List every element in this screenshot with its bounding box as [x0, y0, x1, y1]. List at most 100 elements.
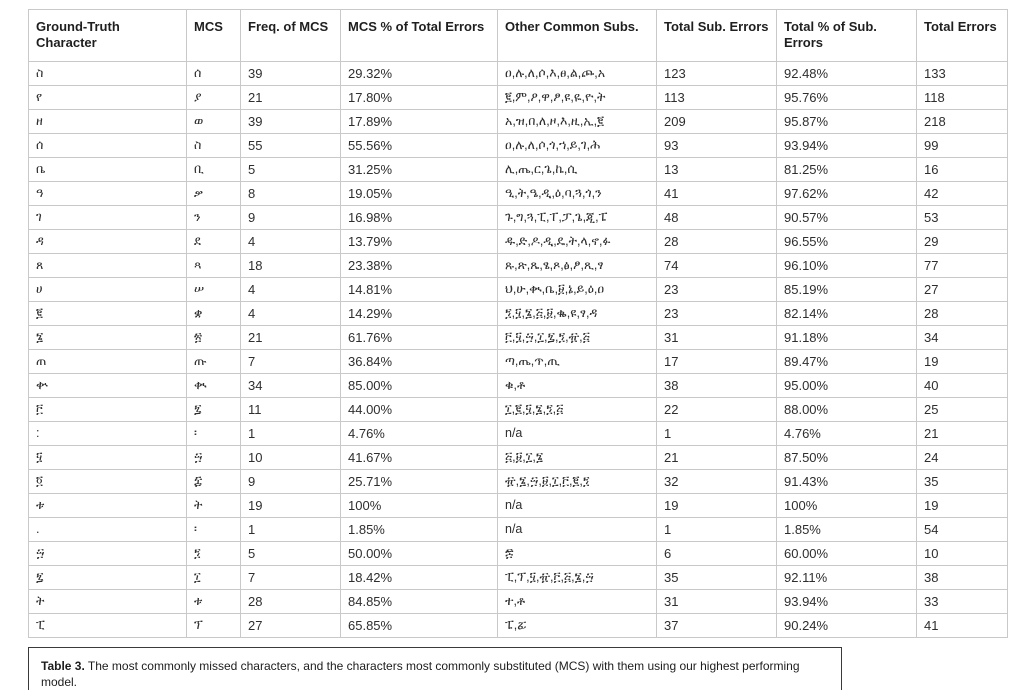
cell-mcs: ሠ	[186, 276, 241, 302]
table-row: . ፡ 1 1.85% n/a 1 1.85% 54	[28, 516, 1008, 542]
cell-total_pct: 92.48%	[776, 60, 917, 86]
cell-subs: n/a	[497, 420, 657, 446]
cell-freq: 4	[240, 276, 341, 302]
table-row: ፪ ቋ 4 14.29% ፺,፶,፮,፭,፱,ቈ,ዩ,ፃ,ዳ 23 82.14% 28	[28, 300, 1008, 326]
cell-gt: ቍ	[28, 372, 187, 398]
cell-total_sub: 19	[656, 492, 777, 518]
cell-mcs: ፲	[186, 564, 241, 590]
cell-subs: ዱ,ድ,ዶ,ዲ,ዴ,ት,ላ,ኖ,ፉ	[497, 228, 657, 254]
cell-mcs_pct: 17.89%	[340, 108, 498, 134]
cell-total_pct: 92.11%	[776, 564, 917, 590]
cell-subs: ተ,ቶ	[497, 588, 657, 614]
cell-mcs: ፕ	[186, 612, 241, 638]
cell-mcs: ቋ	[186, 300, 241, 326]
cell-total_pct: 90.57%	[776, 204, 917, 230]
cell-total_sub: 1	[656, 420, 777, 446]
cell-subs: ፫,፶,፵,፲,፯,፺,፹,፭	[497, 324, 657, 350]
cell-mcs_pct: 61.76%	[340, 324, 498, 350]
cell-total_sub: 21	[656, 444, 777, 470]
cell-total_pct: 95.87%	[776, 108, 917, 134]
cell-total_sub: 28	[656, 228, 777, 254]
table-row: ቤ ቢ 5 31.25% ሊ,ጤ,ር,ጌ,ኬ,ሲ 13 81.25% 16	[28, 156, 1008, 182]
cell-mcs_pct: 65.85%	[340, 612, 498, 638]
cell-mcs: ቃ	[186, 180, 241, 206]
cell-freq: 18	[240, 252, 341, 278]
cell-gt: ት	[28, 588, 187, 614]
cell-mcs: ደ	[186, 228, 241, 254]
caption-label: Table 3.	[41, 659, 85, 673]
table-row: ፒ ፕ 27 65.85% ፔ,ፚ 37 90.24% 41	[28, 612, 1008, 638]
table-row: ፯ ፲ 7 18.42% ፒ,ፕ,፶,፹,፫,፭,፮,፵ 35 92.11% 38	[28, 564, 1008, 590]
cell-subs: ቁ,ቶ	[497, 372, 657, 398]
column-header-0: Ground-Truth Character	[28, 9, 187, 62]
cell-mcs_pct: 85.00%	[340, 372, 498, 398]
table-row: ቱ ት 19 100% n/a 19 100% 19	[28, 492, 1008, 518]
cell-total_pct: 4.76%	[776, 420, 917, 446]
column-header-1: MCS	[186, 9, 241, 62]
cell-gt: ቤ	[28, 156, 187, 182]
column-header-4: Other Common Subs.	[497, 9, 657, 62]
cell-total: 16	[916, 156, 1008, 182]
caption-text: The most commonly missed characters, and…	[41, 659, 800, 689]
cell-subs: ጉ,ግ,ጓ,ፒ,ፐ,ፓ,ጌ,ጂ,ፔ	[497, 204, 657, 230]
cell-mcs_pct: 29.32%	[340, 60, 498, 86]
cell-mcs_pct: 36.84%	[340, 348, 498, 374]
cell-total: 29	[916, 228, 1008, 254]
cell-total_sub: 6	[656, 540, 777, 566]
cell-total: 99	[916, 132, 1008, 158]
cell-mcs: ፺	[186, 540, 241, 566]
cell-total_pct: 93.94%	[776, 588, 917, 614]
cell-total: 35	[916, 468, 1008, 494]
cell-subs: ዐ,ሉ,ለ,ሶ,እ,ፀ,ል,ጮ,አ	[497, 60, 657, 86]
cell-freq: 1	[240, 420, 341, 446]
cell-total_sub: 123	[656, 60, 777, 86]
cell-total_pct: 100%	[776, 492, 917, 518]
cell-gt: ዘ	[28, 108, 187, 134]
cell-total_sub: 13	[656, 156, 777, 182]
cell-total: 42	[916, 180, 1008, 206]
cell-total: 40	[916, 372, 1008, 398]
cell-total_pct: 1.85%	[776, 516, 917, 542]
cell-total: 133	[916, 60, 1008, 86]
cell-freq: 28	[240, 588, 341, 614]
cell-subs: ዐ,ሉ,ለ,ሶ,ጎ,ኀ,ይ,ገ,ሕ	[497, 132, 657, 158]
cell-total: 218	[916, 108, 1008, 134]
cell-gt: ሰ	[28, 132, 187, 158]
cell-subs: ፒ,ፕ,፶,፹,፫,፭,፮,፵	[497, 564, 657, 590]
cell-total_sub: 93	[656, 132, 777, 158]
cell-subs: n/a	[497, 516, 657, 542]
cell-subs: ጹ,ጽ,ጼ,ፄ,ጾ,ፅ,ፆ,ጺ,ፃ	[497, 252, 657, 278]
cell-gt: .	[28, 516, 187, 542]
cell-mcs_pct: 55.56%	[340, 132, 498, 158]
cell-subs: ፭,፱,፲,፮	[497, 444, 657, 470]
table-row: ገ ን 9 16.98% ጉ,ግ,ጓ,ፒ,ፐ,ፓ,ጌ,ጂ,ፔ 48 90.57% 53	[28, 204, 1008, 230]
cell-freq: 21	[240, 324, 341, 350]
cell-gt: ፒ	[28, 612, 187, 638]
cell-total: 33	[916, 588, 1008, 614]
cell-freq: 5	[240, 156, 341, 182]
table-row: ፬ ፰ 9 25.71% ፹,፮,፵,፱,፲,፫,፪,፺ 32 91.43% 35	[28, 468, 1008, 494]
header-row: Ground-Truth Character MCS Freq. of MCS MCS…	[28, 9, 1008, 62]
cell-mcs: ስ	[186, 132, 241, 158]
cell-total_pct: 82.14%	[776, 300, 917, 326]
cell-mcs_pct: 41.67%	[340, 444, 498, 470]
cell-total_pct: 96.10%	[776, 252, 917, 278]
cell-gt: ገ	[28, 204, 187, 230]
cell-freq: 55	[240, 132, 341, 158]
cell-freq: 4	[240, 300, 341, 326]
cell-subs: ፪,ም,ዖ,ዋ,ፆ,ዩ,ዬ,ዮ,ት	[497, 84, 657, 110]
cell-mcs_pct: 14.29%	[340, 300, 498, 326]
cell-subs: ፲,፪,፶,፮,፺,፭	[497, 396, 657, 422]
cell-gt: ፫	[28, 396, 187, 422]
table-body: ስ ሰ 39 29.32% ዐ,ሉ,ለ,ሶ,እ,ፀ,ል,ጮ,አ 123 92.48% 133 የ…	[28, 60, 1008, 638]
cell-subs: ህ,ሁ,ቊ,ቤ,፱,ኔ,ይ,ዕ,ዐ	[497, 276, 657, 302]
cell-total: 53	[916, 204, 1008, 230]
table-row: ሰ ስ 55 55.56% ዐ,ሉ,ለ,ሶ,ጎ,ኀ,ይ,ገ,ሕ 93 93.94% 99	[28, 132, 1008, 158]
cell-total_sub: 31	[656, 324, 777, 350]
cell-total_pct: 93.94%	[776, 132, 917, 158]
cell-mcs_pct: 16.98%	[340, 204, 498, 230]
cell-gt: ዳ	[28, 228, 187, 254]
cell-total_pct: 87.50%	[776, 444, 917, 470]
cell-gt: ፯	[28, 564, 187, 590]
